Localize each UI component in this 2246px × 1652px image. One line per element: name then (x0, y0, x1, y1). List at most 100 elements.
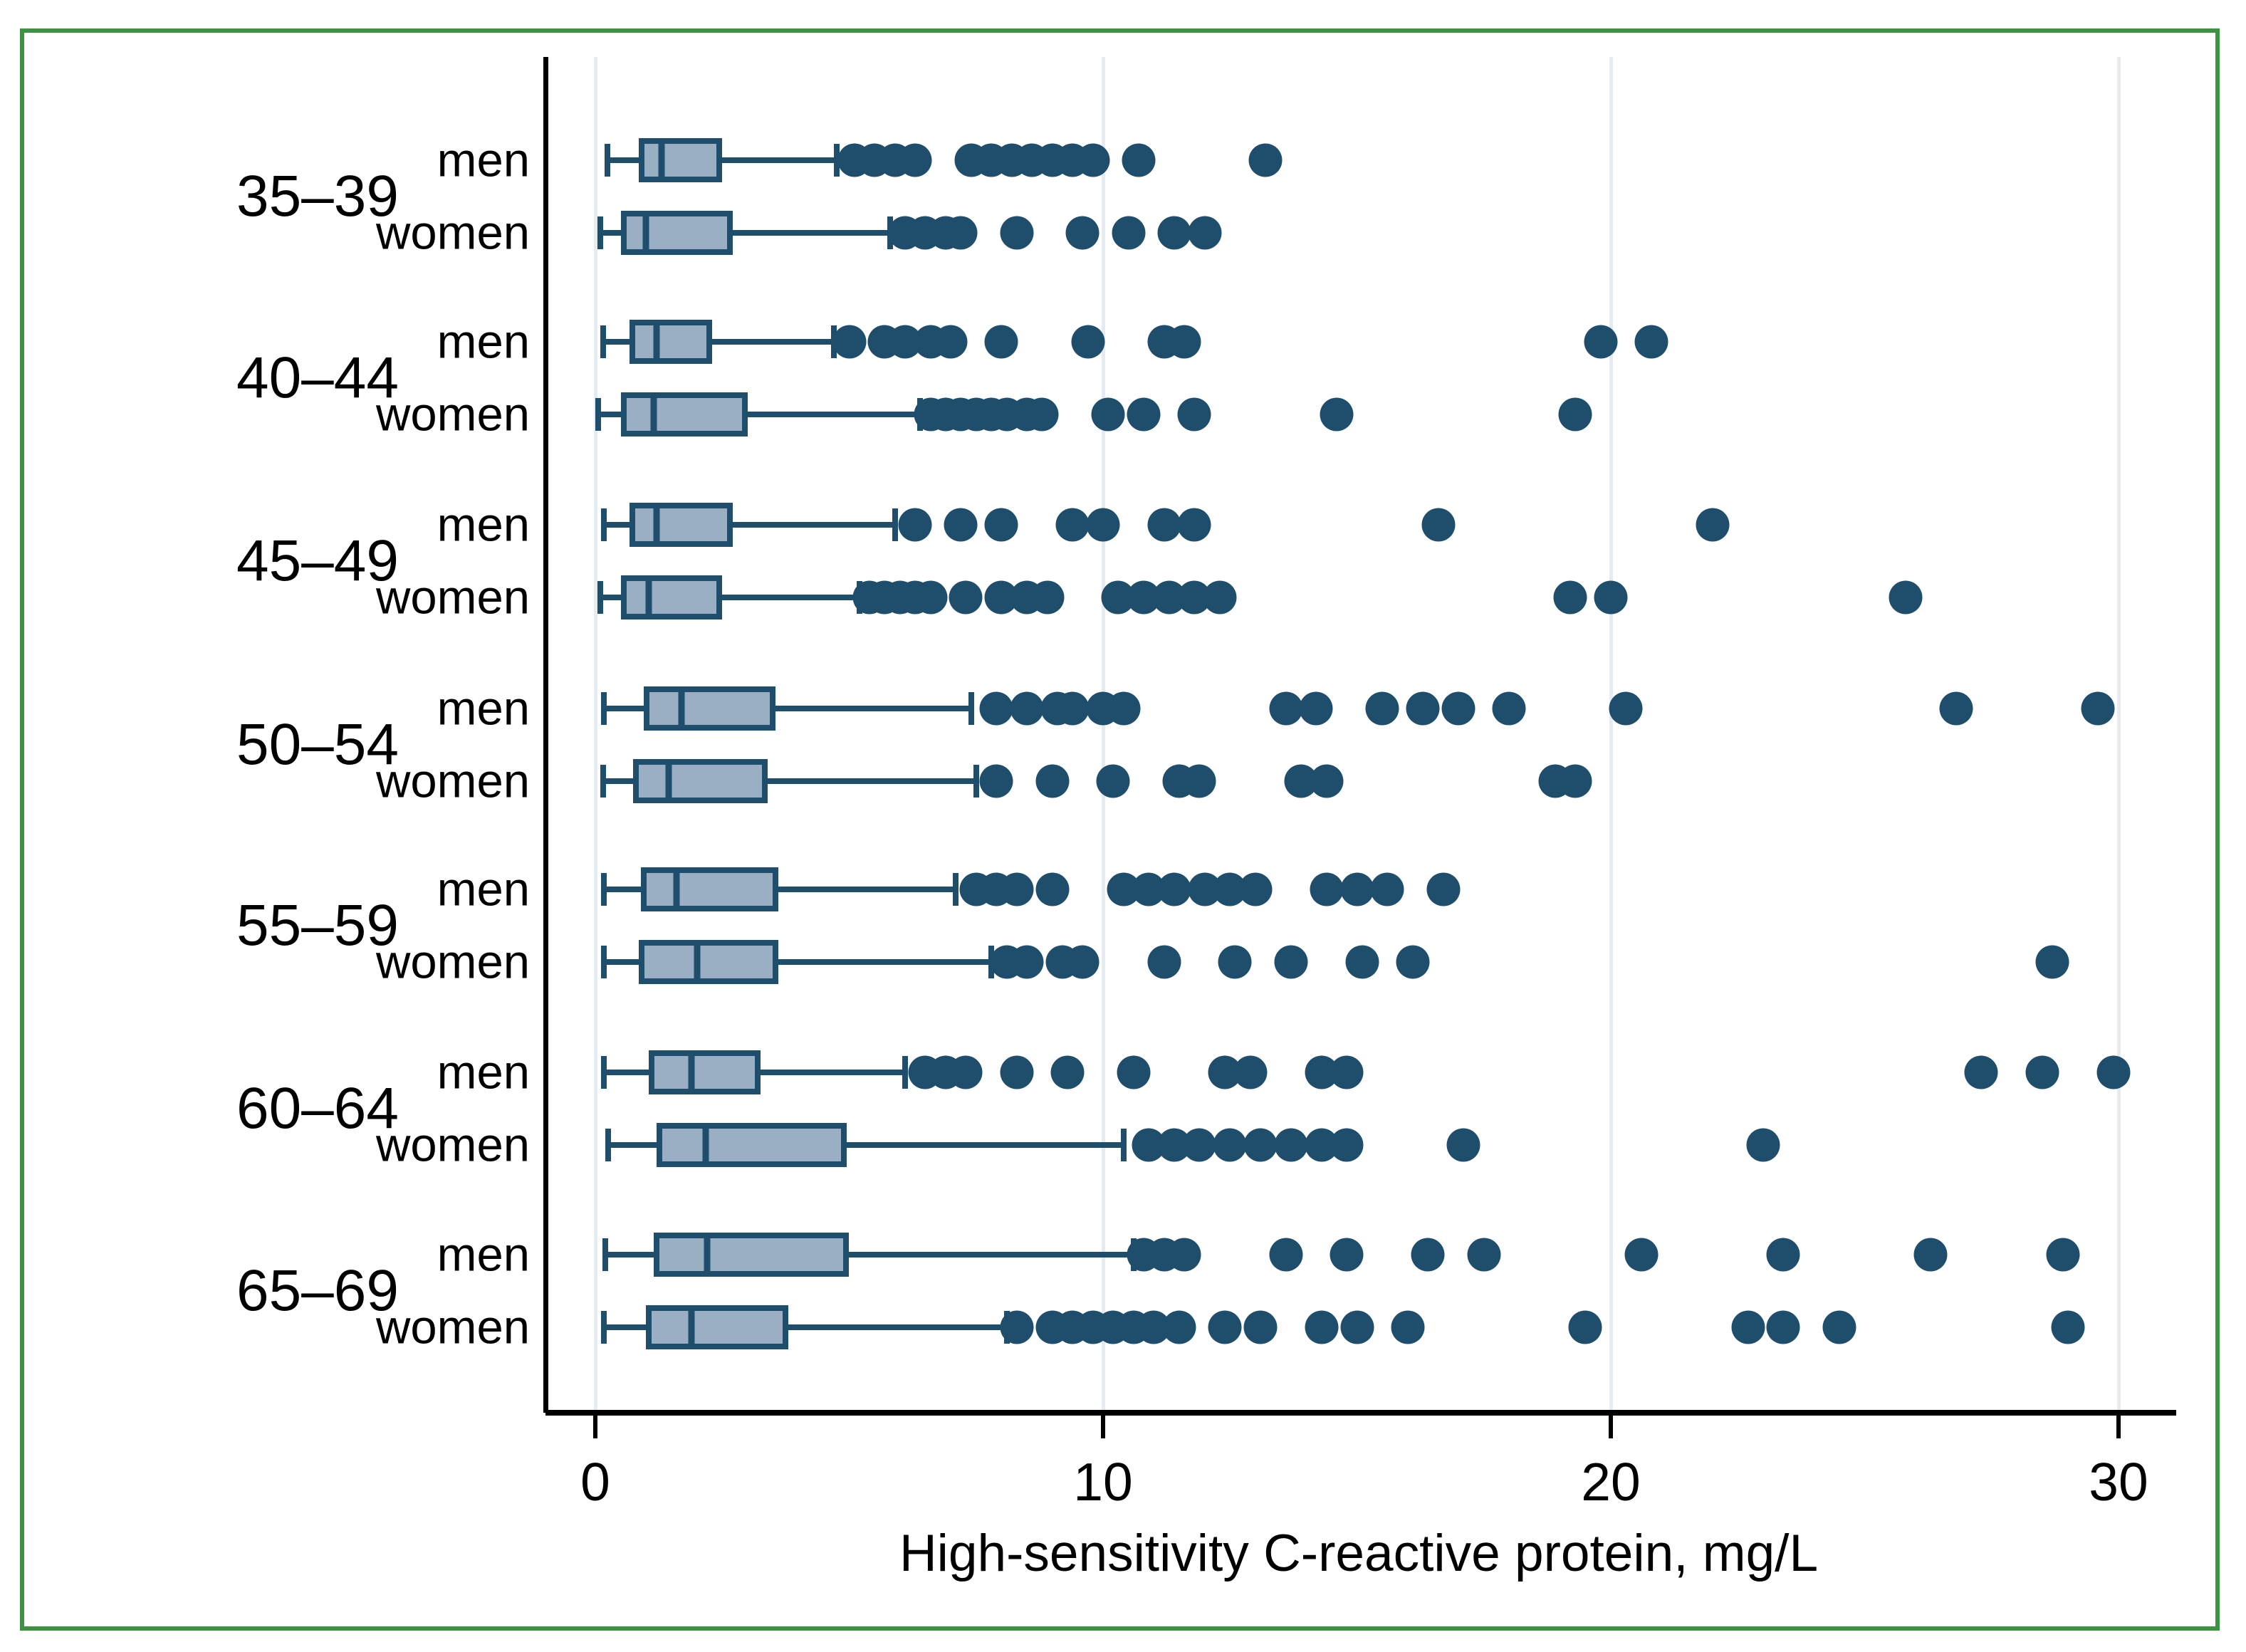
outlier-dot (1050, 1055, 1085, 1089)
outlier-dot (1696, 508, 1730, 542)
outlier-dot (1269, 691, 1303, 726)
x-axis-tick (2116, 1416, 2121, 1438)
outlier-dot (949, 580, 983, 615)
outlier-dot (1157, 216, 1191, 250)
outlier-dot (1330, 1055, 1364, 1089)
whisker-cap-low (601, 692, 607, 725)
x-axis-tick (1609, 1416, 1613, 1438)
sex-label-women: women (376, 387, 530, 441)
outlier-dot (1406, 691, 1440, 726)
outlier-dot (2051, 1310, 2085, 1344)
sex-label-men: men (437, 498, 530, 552)
outlier-dot (1122, 143, 1156, 177)
outlier-dot (1167, 1238, 1201, 1272)
whisker-cap-low (600, 765, 606, 798)
whisker-cap-high (892, 508, 898, 541)
outlier-dot (1117, 1055, 1151, 1089)
outlier-dot (1330, 1128, 1364, 1162)
outlier-dot (1426, 872, 1461, 906)
outlier-dot (1157, 872, 1191, 906)
sex-label-men: men (437, 862, 530, 916)
whisker-line (607, 1142, 1124, 1148)
whisker-cap-high (833, 144, 840, 177)
outlier-dot (1071, 325, 1105, 359)
age-group-label: 35–39 (236, 164, 399, 229)
outlier-dot (1030, 580, 1065, 615)
age-group-label: 40–44 (236, 345, 399, 410)
outlier-dot (1243, 1310, 1278, 1344)
age-group-label: 50–54 (236, 712, 399, 777)
outlier-dot (2046, 1238, 2080, 1272)
whisker-line (604, 706, 971, 711)
outlier-dot (979, 764, 1013, 798)
whisker-line (604, 1324, 1007, 1330)
iqr-box (648, 1050, 761, 1094)
outlier-dot (1731, 1310, 1765, 1344)
sex-label-women: women (376, 1300, 530, 1354)
whisker-line (597, 412, 921, 417)
outlier-dot (984, 508, 1018, 542)
outlier-dot (1203, 580, 1237, 615)
outlier-dot (2081, 691, 2115, 726)
outlier-dot (1035, 764, 1070, 798)
outlier-dot (1634, 325, 1668, 359)
iqr-box (633, 759, 768, 803)
outlier-dot (1299, 691, 1333, 726)
outlier-dot (949, 1055, 983, 1089)
iqr-box (653, 1233, 850, 1277)
median-line (678, 686, 685, 731)
x-tick-label: 30 (2089, 1452, 2148, 1512)
outlier-dot (914, 580, 948, 615)
outlier-dot (1345, 945, 1379, 979)
age-group-label: 60–64 (236, 1076, 399, 1141)
iqr-box (641, 867, 778, 911)
x-axis-title: High-sensitivity C-reactive protein, mg/… (899, 1525, 1819, 1582)
outlier-dot (1182, 1128, 1216, 1162)
outlier-dot (1188, 216, 1222, 250)
median-line (645, 575, 652, 620)
outlier-dot (1411, 1238, 1445, 1272)
outlier-dot (2025, 1055, 2059, 1089)
outlier-dot (1396, 945, 1430, 979)
outlier-dot (1177, 397, 1211, 432)
median-line (653, 503, 660, 547)
gridline (1609, 57, 1613, 1410)
outlier-dot (1330, 1238, 1364, 1272)
outlier-dot (1147, 945, 1181, 979)
whisker-cap-low (597, 581, 604, 614)
outlier-dot (1889, 580, 1923, 615)
outlier-dot (1055, 508, 1090, 542)
outlier-dot (1065, 945, 1100, 979)
whisker-cap-high (968, 692, 974, 725)
outlier-dot (1076, 143, 1110, 177)
median-line (653, 320, 660, 364)
median-line (702, 1123, 709, 1167)
outlier-dot (1055, 691, 1090, 726)
whisker-cap-low (601, 1311, 607, 1344)
whisker-cap-low (601, 1056, 607, 1089)
sex-label-men: men (437, 315, 530, 369)
whisker-cap-high (973, 765, 979, 798)
whisker-line (604, 522, 895, 528)
outlier-dot (1766, 1238, 1800, 1272)
outlier-dot (1086, 508, 1120, 542)
whisker-cap-low (601, 946, 607, 978)
outlier-dot (1822, 1310, 1856, 1344)
whisker-cap-low (595, 398, 601, 431)
outlier-dot (1558, 397, 1592, 432)
outlier-dot (1010, 691, 1044, 726)
whisker-line (602, 339, 835, 345)
gridline (594, 57, 597, 1410)
outlier-dot (1913, 1238, 1948, 1272)
median-line (658, 138, 665, 182)
outlier-dot (1162, 1310, 1196, 1344)
median-line (650, 392, 657, 436)
median-line (694, 940, 701, 984)
outlier-dot (1000, 1310, 1034, 1344)
outlier-dot (1421, 508, 1456, 542)
median-line (688, 1305, 695, 1349)
sex-label-women: women (376, 935, 530, 989)
whisker-line (600, 595, 860, 600)
outlier-dot (1365, 691, 1399, 726)
